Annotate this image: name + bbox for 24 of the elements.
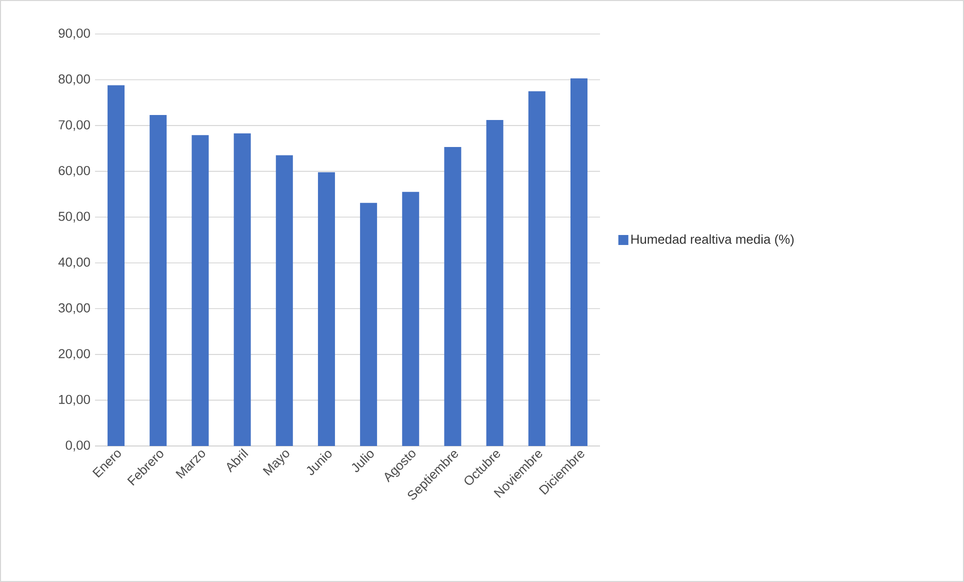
bar: [318, 172, 335, 446]
bar: [150, 115, 167, 446]
y-tick-label: 20,00: [58, 349, 90, 360]
bar: [528, 91, 546, 446]
y-tick-label: 30,00: [58, 303, 90, 314]
y-tick-label: 80,00: [58, 74, 90, 86]
legend-label: Humedad realtiva media (%): [631, 234, 794, 246]
y-tick-label: 10,00: [59, 394, 90, 406]
bar: [486, 120, 504, 446]
bar: [276, 155, 293, 446]
y-tick-label: 50,00: [58, 212, 90, 222]
x-tick-label: Julio: [352, 450, 374, 472]
y-tick-label: 60,00: [58, 166, 90, 177]
bar: [192, 135, 209, 446]
bar: [570, 78, 588, 446]
bar: [234, 133, 251, 446]
bar: [444, 147, 462, 446]
bar: [402, 192, 420, 446]
bar: [360, 202, 378, 446]
bar: [108, 85, 125, 446]
y-tick-label: 90,00: [58, 28, 90, 40]
y-tick-label: 70,00: [58, 120, 90, 131]
y-tick-label: 40,00: [58, 258, 90, 268]
y-tick-label: 0,00: [66, 440, 90, 452]
